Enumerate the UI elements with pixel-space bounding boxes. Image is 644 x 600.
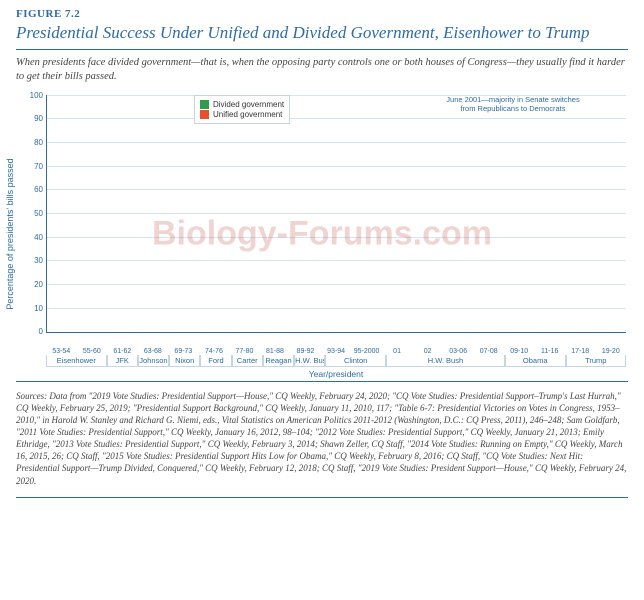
president-label: H.W. Bush <box>294 355 325 367</box>
y-tick-label: 70 <box>27 162 43 171</box>
x-president-labels: EisenhowerJFKJohnsonNixonFordCarterReaga… <box>46 355 626 367</box>
president-label: Clinton <box>325 355 386 367</box>
president-label: Eisenhower <box>46 355 107 367</box>
gridline: 60 <box>47 189 626 190</box>
figure-label: FIGURE 7.2 <box>0 0 644 22</box>
sources-text: Data from "2019 Vote Studies: Presidenti… <box>16 391 626 486</box>
period-label: 19-20 <box>596 348 627 355</box>
period-label: 77-80 <box>229 348 260 355</box>
period-label: 03-06 <box>443 348 474 355</box>
legend-label-divided: Divided government <box>213 100 284 109</box>
period-label-group: 61-62 <box>107 346 138 355</box>
chart-title: Presidential Success Under Unified and D… <box>0 22 644 49</box>
president-label: Obama <box>505 355 566 367</box>
president-label: Johnson <box>138 355 169 367</box>
y-tick-label: 100 <box>27 91 43 100</box>
legend-label-unified: Unified government <box>213 110 282 119</box>
x-period-labels: 53-5455-6061-6263-6869-7374-7677-8081-88… <box>46 346 626 355</box>
gridline: 10 <box>47 308 626 309</box>
y-tick-label: 10 <box>27 304 43 313</box>
period-label: 55-60 <box>77 348 108 355</box>
period-label: 17-18 <box>565 348 596 355</box>
period-label-group: 63-68 <box>138 346 169 355</box>
y-axis-label: Percentage of presidents' bills passed <box>5 158 15 309</box>
period-label: 09-10 <box>504 348 535 355</box>
president-label: Nixon <box>169 355 200 367</box>
period-label: 93-94 <box>321 348 352 355</box>
period-label-group: 93-9495-2000 <box>321 346 382 355</box>
period-label: 63-68 <box>138 348 169 355</box>
x-axis-title: Year/president <box>46 369 626 379</box>
period-label: 74-76 <box>199 348 230 355</box>
divider-mid <box>16 381 628 382</box>
y-tick-label: 90 <box>27 114 43 123</box>
chart-subtitle: When presidents face divided government—… <box>0 56 644 90</box>
y-tick-label: 60 <box>27 185 43 194</box>
divider-top <box>16 49 628 50</box>
president-label: Reagan <box>263 355 294 367</box>
y-tick-label: 0 <box>27 327 43 336</box>
period-label: 95-2000 <box>351 348 382 355</box>
plot-region: 0102030405060708090100 <box>46 95 626 333</box>
legend-swatch-unified <box>200 110 209 119</box>
gridline: 40 <box>47 237 626 238</box>
gridline: 90 <box>47 118 626 119</box>
period-label: 53-54 <box>46 348 77 355</box>
sources-label: Sources: <box>16 391 47 401</box>
period-label-group: 17-1819-20 <box>565 346 626 355</box>
president-label: Carter <box>232 355 263 367</box>
gridline: 30 <box>47 260 626 261</box>
y-tick-label: 20 <box>27 280 43 289</box>
gridline: 50 <box>47 213 626 214</box>
legend-swatch-divided <box>200 100 209 109</box>
chart-area: Percentage of presidents' bills passed 0… <box>16 91 628 377</box>
gridline: 70 <box>47 166 626 167</box>
period-label: 89-92 <box>290 348 321 355</box>
legend: Divided government Unified government <box>194 95 290 124</box>
period-label-group: 81-88 <box>260 346 291 355</box>
president-label: Ford <box>200 355 231 367</box>
y-tick-label: 50 <box>27 209 43 218</box>
period-label-group: 010203-0607-08 <box>382 346 504 355</box>
annotation-text: June 2001—majority in Senate switches fr… <box>438 95 588 113</box>
president-label: JFK <box>107 355 138 367</box>
period-label: 07-08 <box>473 348 504 355</box>
y-tick-label: 40 <box>27 233 43 242</box>
divider-bottom <box>16 497 628 498</box>
period-label-group: 74-76 <box>199 346 230 355</box>
y-tick-label: 30 <box>27 256 43 265</box>
president-label: Trump <box>566 355 627 367</box>
period-label-group: 89-92 <box>290 346 321 355</box>
period-label-group: 77-80 <box>229 346 260 355</box>
period-label: 11-16 <box>534 348 565 355</box>
period-label: 01 <box>382 348 413 355</box>
period-label: 02 <box>412 348 443 355</box>
period-label-group: 53-5455-60 <box>46 346 107 355</box>
period-label: 69-73 <box>168 348 199 355</box>
gridline: 80 <box>47 142 626 143</box>
president-label: H.W. Bush <box>386 355 505 367</box>
gridline: 20 <box>47 284 626 285</box>
period-label-group: 09-1011-16 <box>504 346 565 355</box>
period-label: 81-88 <box>260 348 291 355</box>
sources: Sources: Data from "2019 Vote Studies: P… <box>0 388 644 491</box>
y-tick-label: 80 <box>27 138 43 147</box>
period-label-group: 69-73 <box>168 346 199 355</box>
period-label: 61-62 <box>107 348 138 355</box>
